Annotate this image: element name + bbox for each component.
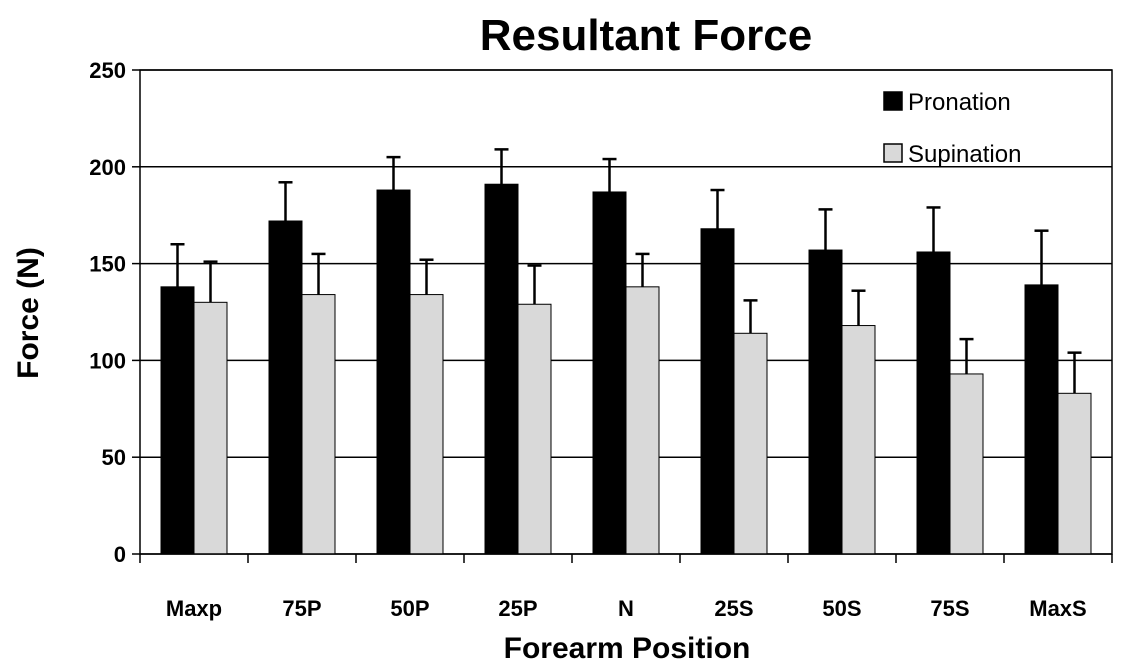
error-bars: [170, 148, 1082, 394]
bar-pronation-n: [592, 191, 627, 555]
y-tick-label: 150: [89, 252, 126, 277]
bar-supination-25s: [733, 332, 768, 555]
legend-swatch-pronation: [883, 91, 903, 111]
bar-pronation-75p: [268, 220, 303, 555]
bar-supination-50s: [841, 325, 876, 555]
bar-supination-maxp: [193, 301, 228, 555]
legend-label-pronation: Pronation: [908, 89, 1011, 116]
bar-supination-50p: [409, 294, 444, 555]
x-tick-label: 50P: [390, 596, 429, 621]
bar-pronation-maxs: [1024, 284, 1059, 555]
y-tick-label: 250: [89, 58, 126, 83]
x-tick-label: 25S: [714, 596, 753, 621]
bar-pronation-50s: [808, 249, 843, 555]
bar-pronation-maxp: [160, 286, 195, 555]
bar-pronation-25s: [700, 228, 735, 555]
bar-supination-75p: [301, 294, 336, 555]
y-tick-label: 50: [102, 445, 126, 470]
y-tick-label: 0: [114, 542, 126, 567]
x-tick-label: 75S: [930, 596, 969, 621]
x-tick-label: 75P: [282, 596, 321, 621]
x-tick-label: N: [618, 596, 634, 621]
x-tick-label: Maxp: [166, 596, 222, 621]
y-tick-label: 100: [89, 348, 126, 373]
x-tick-label: 50S: [822, 596, 861, 621]
bar-pronation-25p: [484, 183, 519, 555]
y-axis-title: Force (N): [12, 247, 45, 379]
bar-pronation-50p: [376, 189, 411, 555]
bars: [160, 183, 1092, 555]
legend-swatch-supination: [883, 143, 903, 163]
bar-supination-maxs: [1057, 392, 1092, 555]
x-axis-title: Forearm Position: [504, 632, 751, 665]
axes: [132, 69, 1113, 563]
y-tick-label: 200: [89, 155, 126, 180]
tick-labels: 0 50 100 150 200 250 Maxp 75P 50P 25P N 25S 50S 75S Ma…: [89, 58, 1086, 621]
legend-label-supination: Supination: [908, 141, 1021, 168]
bar-supination-25p: [517, 303, 552, 555]
x-tick-label: MaxS: [1029, 596, 1086, 621]
bar-supination-n: [625, 286, 660, 555]
bar-pronation-75s: [916, 251, 951, 555]
bar-supination-75s: [949, 373, 984, 555]
legend: Pronation Supination: [883, 89, 1021, 168]
x-tick-label: 25P: [498, 596, 537, 621]
chart-title: Resultant Force: [480, 11, 813, 60]
